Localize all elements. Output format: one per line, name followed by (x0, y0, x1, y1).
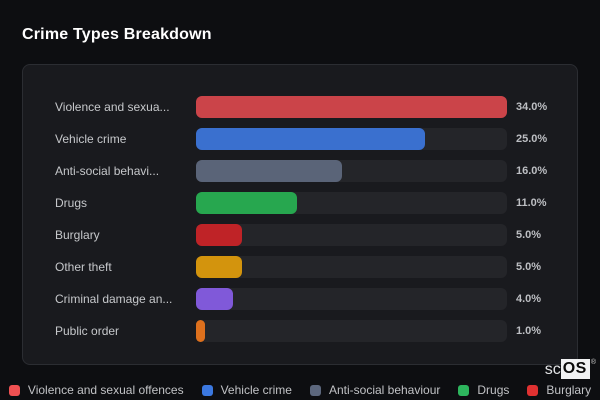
bar-track (196, 160, 507, 182)
value-label: 5.0% (516, 229, 542, 241)
bar-track (196, 128, 507, 150)
legend-label: Burglary (546, 383, 592, 397)
legend-swatch-icon (201, 384, 213, 396)
bar-rows: Violence and sexua... 34.0% Vehicle crime 2… (23, 65, 577, 342)
bar-track (196, 320, 507, 342)
legend-item[interactable]: Anti-social behaviour (309, 383, 441, 397)
category-label: Burglary (55, 228, 100, 242)
legend-swatch-icon (309, 384, 321, 396)
category-label: Violence and sexua... (55, 100, 170, 114)
bar-fill[interactable] (196, 192, 297, 214)
bar-track (196, 256, 507, 278)
legend-swatch-icon (8, 384, 20, 396)
chart-row: Criminal damage an... 4.0% (23, 288, 577, 310)
legend-label: Anti-social behaviour (328, 383, 441, 397)
category-label: Vehicle crime (55, 132, 127, 146)
chart-legend: Violence and sexual offences Vehicle crim… (0, 383, 600, 397)
bar-track (196, 224, 507, 246)
scos-logo: sc OS ® (545, 359, 596, 379)
bar-fill[interactable] (196, 96, 507, 118)
bar-fill[interactable] (196, 160, 343, 182)
value-label: 16.0% (516, 165, 548, 177)
page-title: Crime Types Breakdown (22, 26, 212, 43)
category-label: Criminal damage an... (55, 292, 173, 306)
chart-row: Anti-social behavi... 16.0% (23, 160, 577, 182)
bar-track (196, 96, 507, 118)
value-label: 1.0% (516, 325, 542, 337)
chart-row: Public order 1.0% (23, 320, 577, 342)
legend-label: Drugs (477, 383, 510, 397)
chart-row: Burglary 5.0% (23, 224, 577, 246)
legend-swatch-icon (458, 384, 470, 396)
value-label: 25.0% (516, 133, 548, 145)
registered-trademark-icon: ® (590, 359, 596, 366)
category-label: Other theft (55, 260, 112, 274)
bar-fill[interactable] (196, 288, 233, 310)
legend-item[interactable]: Burglary (527, 383, 591, 397)
chart-row: Violence and sexua... 34.0% (23, 96, 577, 118)
bar-fill[interactable] (196, 224, 242, 246)
category-label: Anti-social behavi... (55, 164, 160, 178)
chart-row: Vehicle crime 25.0% (23, 128, 577, 150)
value-label: 4.0% (516, 293, 542, 305)
logo-prefix-text: sc (544, 361, 561, 378)
bar-fill[interactable] (196, 128, 425, 150)
bar-fill[interactable] (196, 256, 242, 278)
bar-track (196, 288, 507, 310)
value-label: 34.0% (516, 101, 548, 113)
legend-item[interactable]: Vehicle crime (201, 383, 292, 397)
legend-swatch-icon (527, 384, 539, 396)
logo-boxed-text: OS (560, 359, 590, 379)
legend-item[interactable]: Violence and sexual offences (8, 383, 184, 397)
category-label: Public order (55, 324, 120, 338)
chart-row: Drugs 11.0% (23, 192, 577, 214)
category-label: Drugs (55, 196, 88, 210)
bar-track (196, 192, 507, 214)
value-label: 11.0% (516, 197, 547, 209)
legend-label: Vehicle crime (220, 383, 292, 397)
value-label: 5.0% (516, 261, 542, 273)
bar-fill[interactable] (196, 320, 206, 342)
chart-panel: Violence and sexua... 34.0% Vehicle crime 2… (22, 64, 578, 365)
chart-row: Other theft 5.0% (23, 256, 577, 278)
legend-label: Violence and sexual offences (27, 383, 184, 397)
legend-item[interactable]: Drugs (458, 383, 509, 397)
